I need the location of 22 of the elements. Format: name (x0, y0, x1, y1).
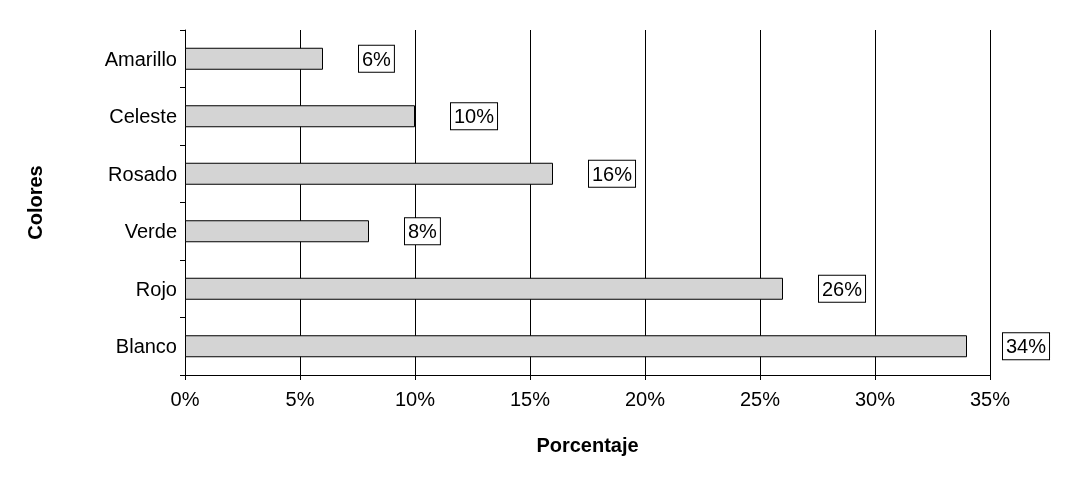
x-tick-label: 35% (969, 388, 1011, 410)
data-label: 34% (1006, 335, 1047, 358)
x-axis-title: Porcentaje (536, 434, 639, 456)
y-tick-label: Celeste (109, 105, 177, 128)
x-tick-label: 25% (739, 388, 781, 410)
y-tick-label: Rosado (108, 162, 177, 185)
x-tick-label: 15% (509, 388, 551, 410)
y-tick-label: Rojo (135, 277, 177, 300)
data-label: 16% (592, 162, 633, 185)
y-tick-label: Amarillo (104, 47, 177, 70)
x-tick-label: 5% (285, 388, 315, 410)
data-label: 10% (454, 105, 495, 128)
data-label: 6% (362, 47, 392, 70)
y-axis-title: Colores (24, 165, 46, 240)
x-tick-label: 20% (624, 388, 666, 410)
x-tick-label: 0% (170, 388, 200, 410)
x-tick-label: 30% (854, 388, 896, 410)
y-tick-label: Verde (124, 220, 177, 243)
data-label: 8% (408, 220, 438, 243)
data-label: 26% (822, 277, 863, 300)
x-tick-label: 10% (394, 388, 436, 410)
y-tick-label: Blanco (115, 335, 177, 358)
